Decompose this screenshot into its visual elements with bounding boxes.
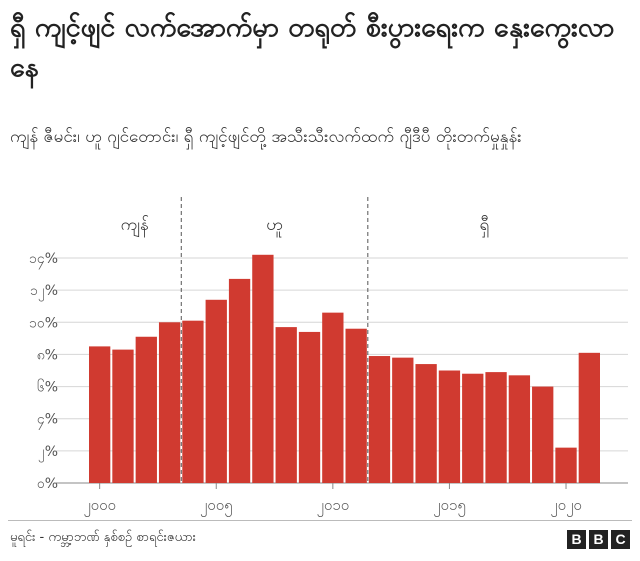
bar: [182, 320, 204, 483]
era-label: ကျန်: [121, 215, 149, 238]
bar: [532, 386, 554, 483]
y-tick-label: ၆%: [37, 380, 58, 396]
x-tick-label: ၂၀၁၀: [316, 496, 349, 517]
bar: [135, 336, 157, 483]
era-label: ရှီ: [480, 215, 490, 238]
bar: [252, 254, 274, 483]
bar: [275, 327, 297, 483]
bar: [392, 357, 414, 483]
bar: [228, 278, 251, 483]
era-label: ဟူ: [266, 215, 283, 238]
bbc-logo-letter: C: [611, 530, 630, 549]
y-tick-label: ၁၀%: [29, 315, 58, 331]
bbc-logo: B B C: [567, 530, 630, 549]
x-tick-label: ၂၀၁၅: [433, 496, 466, 517]
y-tick-label: ၄%: [37, 412, 58, 430]
x-tick-label: ၂၀၀၅: [200, 496, 233, 517]
y-tick-label: ၁၂%: [30, 283, 58, 301]
y-tick-label: ၈%: [37, 347, 58, 363]
bar: [322, 312, 344, 483]
bar: [112, 349, 134, 483]
x-tick-label: ၂၀၀၀: [83, 496, 116, 517]
bar: [298, 331, 321, 483]
bar: [485, 372, 507, 483]
source-note: မူရင်း - ကမ္ဘာ့ဘဏ် နှစ်စဉ် စာရင်းဇယား: [10, 530, 196, 545]
bar: [89, 346, 111, 483]
bar: [205, 299, 227, 483]
bar: [555, 447, 577, 483]
y-tick-label: ၁၄%: [29, 251, 58, 269]
x-tick-label: ၂၀၂၀: [550, 496, 582, 517]
footer-divider: [8, 520, 632, 521]
chart-subtitle: ကျန် ဇီမင်း၊ ဟူ ဂျင်တောင်း၊ ရှီ ကျင့်ဖျင…: [10, 127, 522, 147]
bbc-logo-letter: B: [589, 530, 608, 549]
bar: [158, 322, 181, 483]
y-tick-label: ၂%: [38, 444, 58, 462]
bar: [438, 370, 461, 483]
bar: [462, 373, 484, 483]
bar: [345, 328, 367, 483]
gdp-growth-bar-chart: ၀% ၂% ၄% ၆% ၈% ၁၀% ၁၂% ၁၄% ကျန် ဟူ ရှီ၂၀၀၀ ၂၀၀၅ ၂၀၁၀…: [29, 197, 628, 517]
bar: [368, 356, 391, 483]
y-tick-label: ၀%: [37, 476, 58, 492]
bbc-logo-letter: B: [567, 530, 586, 549]
chart-title: ရှီ ကျင့်ဖျင် လက်အောက်မှာ တရုတ် စီးပွားရ…: [10, 12, 615, 83]
bar: [508, 375, 531, 483]
bar: [578, 352, 600, 483]
bar: [415, 364, 437, 483]
